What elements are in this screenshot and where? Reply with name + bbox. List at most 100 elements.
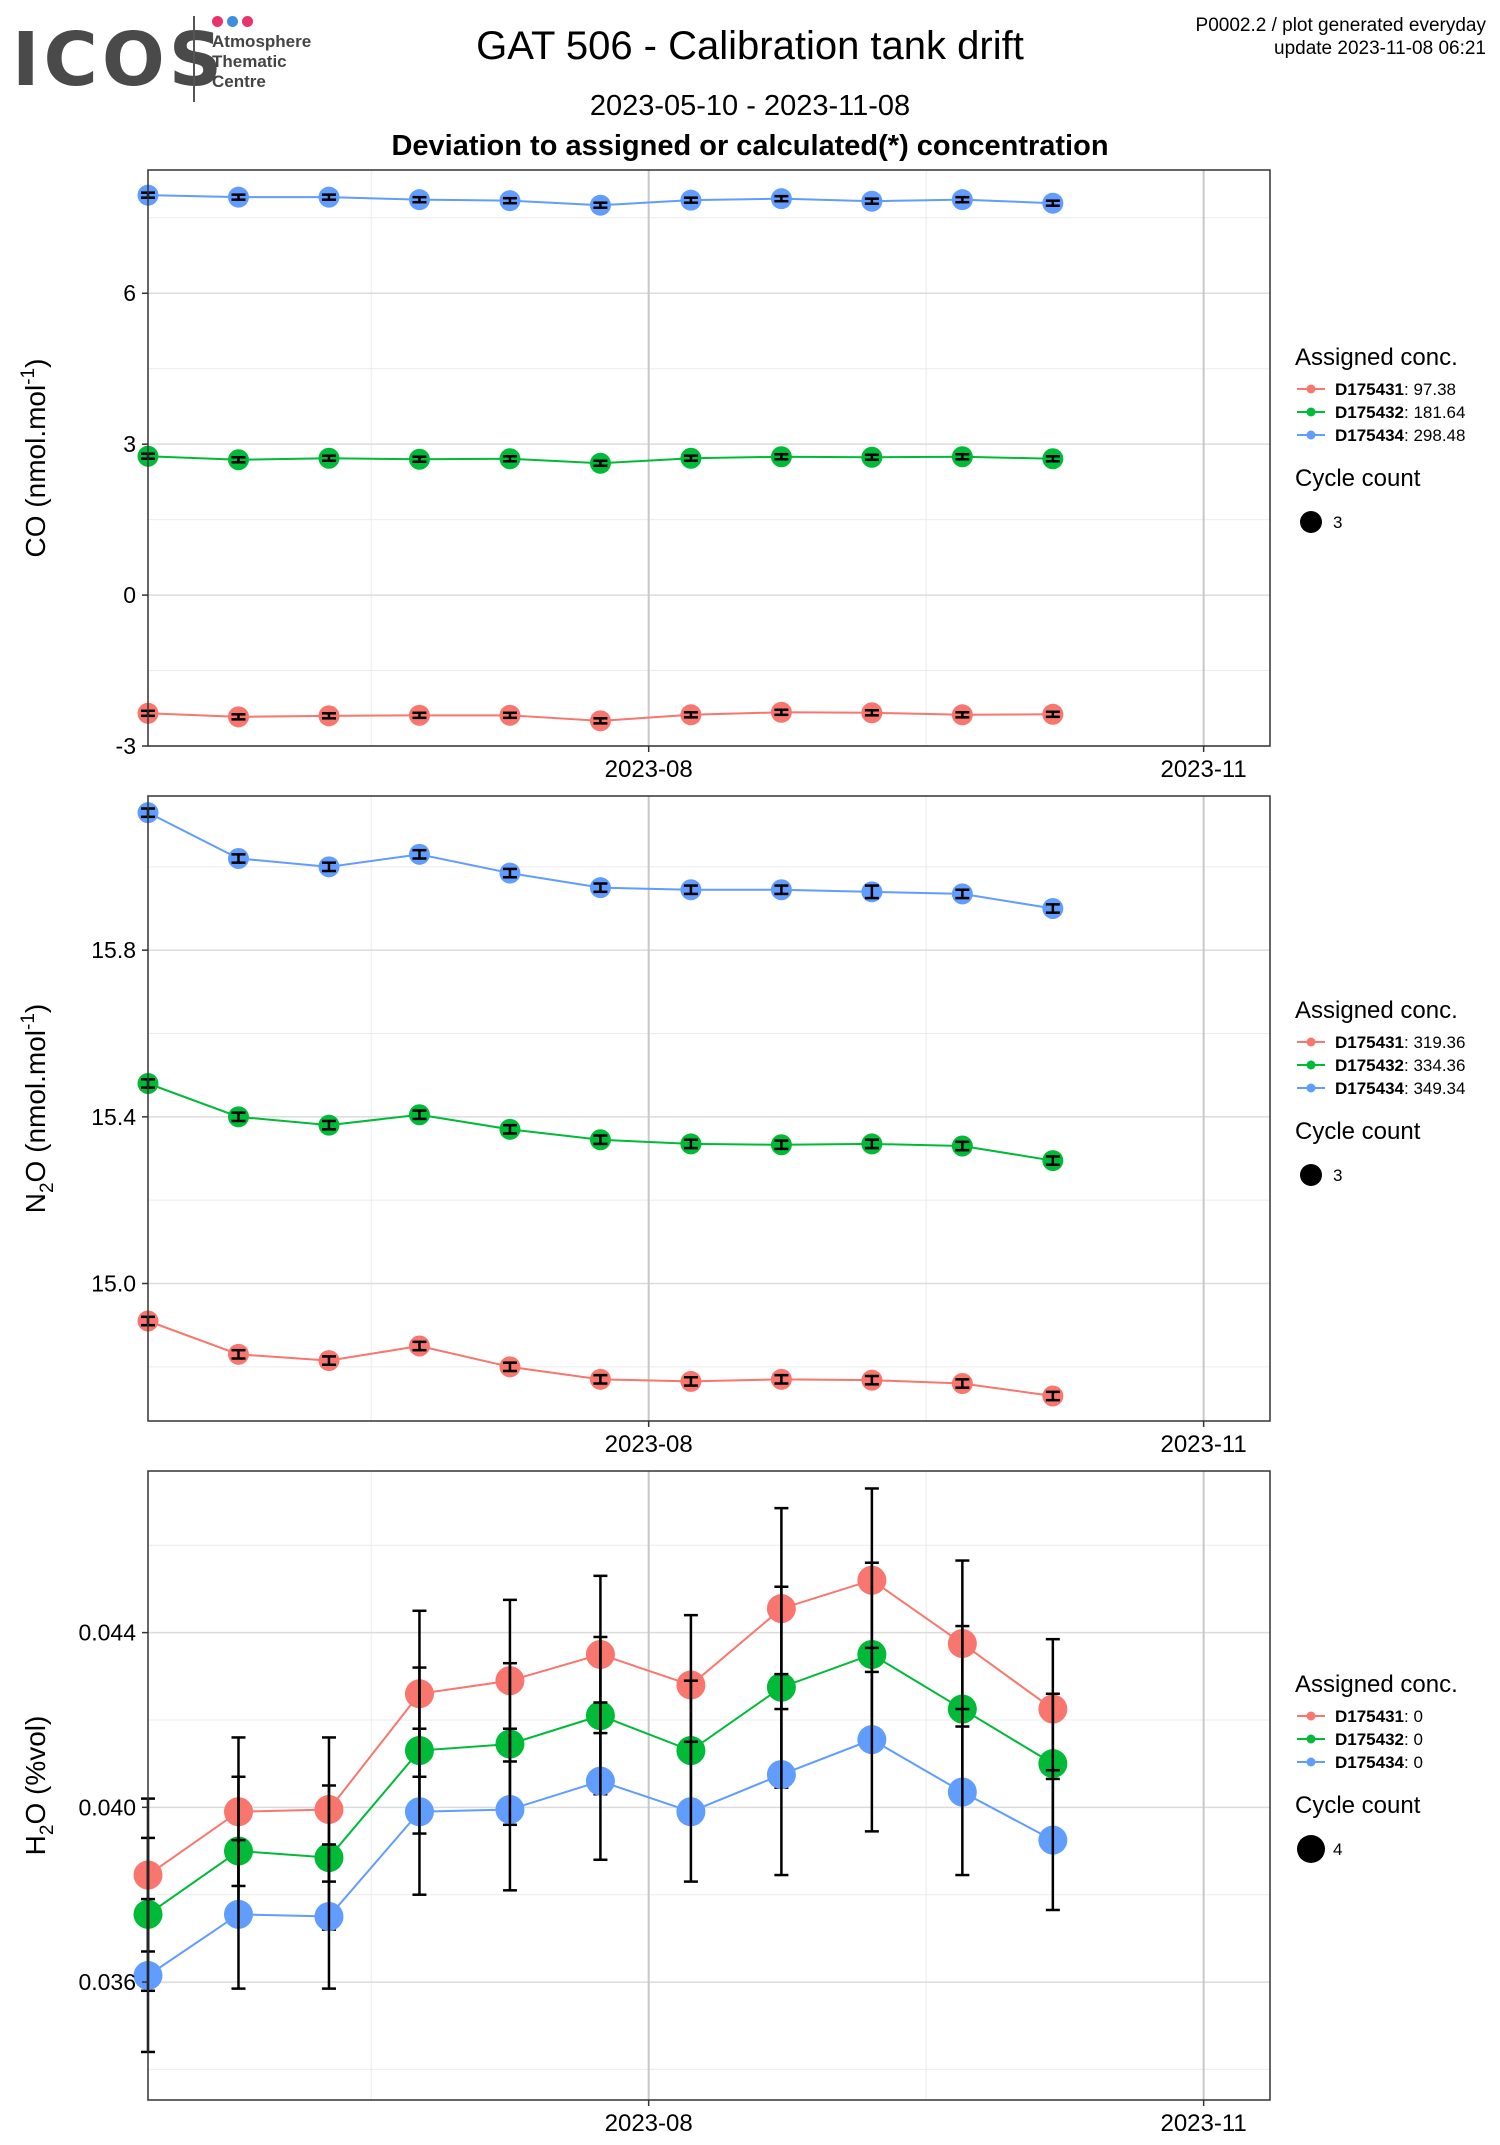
- y-axis-label-sup: -1: [18, 368, 39, 385]
- legend-entry-value: : 181.64: [1404, 403, 1465, 422]
- x-tick-label: 2023-11: [1160, 756, 1246, 783]
- chart-panel-2: 15.0 15.4 15.8 2023-08 2023-11 N2O (nmol.mol-…: [18, 795, 1465, 1458]
- logo-subtitle: Atmosphere Thematic Centre: [212, 32, 311, 92]
- y-axis-label: CO (nmol.mol-1): [18, 359, 51, 558]
- page-title: GAT 506 - Calibration tank drift: [476, 24, 1024, 68]
- logo-line: Centre: [212, 72, 266, 91]
- y-tick-label: 0.044: [78, 1620, 136, 1646]
- legend-key-dot: [1306, 384, 1316, 394]
- legend-entry-value: : 97.38: [1404, 380, 1456, 399]
- plot-info: P0002.2 / plot generated everyday update…: [1196, 14, 1486, 60]
- logo-line: Atmosphere: [212, 32, 312, 51]
- y-axis-label-sup: -1: [18, 1013, 39, 1030]
- size-legend-title: Cycle count: [1295, 1792, 1421, 1819]
- logo-line: Thematic: [212, 52, 287, 71]
- y-axis-label-text: O (%vol): [20, 1716, 51, 1825]
- legend-entry-value: : 349.34: [1404, 1079, 1465, 1098]
- legend-key-dot: [1306, 1757, 1316, 1767]
- legend-entry-value: : 0: [1404, 1707, 1423, 1726]
- legend-entry-name: D175431: [1335, 380, 1404, 399]
- y-axis-label: N2O (nmol.mol-1): [18, 1004, 58, 1214]
- logo-divider: [193, 16, 195, 102]
- legend-entry-value: : 334.36: [1404, 1056, 1465, 1075]
- chart-panel-1: -3 0 3 6 2023-08 2023-11 CO (nmol.mol-1) Assign…: [18, 169, 1465, 783]
- y-tick-label: 0.040: [78, 1794, 136, 1820]
- y-axis-label-sub: 2: [37, 1182, 58, 1193]
- legend-title: Assigned conc.: [1295, 1671, 1458, 1698]
- y-tick-label: 15.8: [91, 937, 136, 963]
- legend-key-dot: [1306, 1734, 1316, 1744]
- legend-entry-name: D175434: [1335, 1079, 1405, 1098]
- icos-logo-wordmark: ICOS: [12, 17, 227, 103]
- y-tick-label: 6: [123, 280, 136, 306]
- legend-entry: D175431: 0: [1335, 1707, 1423, 1726]
- chart-panel-3: 0.036 0.040 0.044 2023-08 2023-11 H2O (%vol) A…: [20, 1470, 1458, 2137]
- y-tick-label: 0: [123, 582, 136, 608]
- legend-entry-value: : 0: [1404, 1753, 1423, 1772]
- panel-border: [147, 169, 1271, 747]
- legend-title: Assigned conc.: [1295, 997, 1458, 1024]
- panel-border: [147, 795, 1271, 1422]
- size-legend-value: 4: [1333, 1840, 1342, 1859]
- legend-entry-value: : 319.36: [1404, 1033, 1465, 1052]
- plot-info-line1: P0002.2 / plot generated everyday: [1195, 15, 1486, 36]
- legend-entry: D175434: 0: [1335, 1753, 1423, 1772]
- legend-entry-name: D175431: [1335, 1707, 1404, 1726]
- x-tick-label: 2023-08: [605, 1431, 693, 1458]
- legend-entry-name: D175434: [1335, 1753, 1405, 1772]
- series-D175434: [137, 802, 1064, 919]
- legend-key-dot: [1306, 1711, 1316, 1721]
- series-D175431: [137, 701, 1064, 732]
- y-axis-label: H2O (%vol): [20, 1716, 58, 1856]
- legend-entry-value: : 298.48: [1404, 426, 1465, 445]
- size-legend-dot: [1297, 1835, 1325, 1863]
- size-legend-title: Cycle count: [1295, 1118, 1421, 1145]
- legend-entry: D175431: 97.38: [1335, 380, 1456, 399]
- series-D175431: [137, 1310, 1064, 1407]
- size-legend-title: Cycle count: [1295, 465, 1421, 492]
- y-tick-label: 0.036: [78, 1969, 136, 1995]
- y-axis-label-text: H: [20, 1835, 51, 1855]
- legend-entry-name: D175432: [1335, 1730, 1404, 1749]
- x-tick-label: 2023-11: [1160, 2110, 1246, 2137]
- legend-entry: D175434: 298.48: [1335, 426, 1465, 445]
- y-axis-label-sub: 2: [37, 1825, 58, 1836]
- y-tick-label: 3: [123, 431, 136, 457]
- legend-key-dot: [1306, 1083, 1316, 1093]
- legend-title: Assigned conc.: [1295, 344, 1458, 371]
- y-axis-label-text: ): [20, 1004, 51, 1013]
- chart-subtitle: Deviation to assigned or calculated(*) c…: [391, 130, 1109, 162]
- series-D175434: [133, 1646, 1068, 2054]
- y-tick-label: -3: [116, 733, 136, 759]
- y-axis-label-text: ): [20, 359, 51, 368]
- legend-key-dot: [1306, 1037, 1316, 1047]
- logo-dot-icon: [242, 16, 253, 27]
- y-axis-label-text: O (nmol.mol: [20, 1030, 51, 1182]
- size-legend-dot: [1300, 511, 1322, 533]
- logo-dot-icon: [227, 16, 238, 27]
- legend-key-dot: [1306, 1060, 1316, 1070]
- y-axis-label-text: N: [20, 1193, 51, 1213]
- date-range: 2023-05-10 - 2023-11-08: [589, 90, 911, 122]
- y-tick-label: 15.0: [91, 1271, 136, 1297]
- legend-entry-name: D175431: [1335, 1033, 1404, 1052]
- legend-entry: D175431: 319.36: [1335, 1033, 1465, 1052]
- size-legend-dot: [1300, 1164, 1322, 1186]
- x-tick-label: 2023-08: [605, 756, 693, 783]
- x-tick-label: 2023-11: [1160, 1431, 1246, 1458]
- series-D175432: [137, 445, 1064, 474]
- y-tick-label: 15.4: [91, 1104, 136, 1130]
- logo-dot-icon: [212, 16, 223, 27]
- panel-border: [147, 1470, 1271, 2101]
- legend-entry: D175432: 334.36: [1335, 1056, 1465, 1075]
- plot-info-line2: update 2023-11-08 06:21: [1274, 38, 1486, 59]
- legend-entry-name: D175434: [1335, 426, 1405, 445]
- legend-entry: D175432: 181.64: [1335, 403, 1465, 422]
- size-legend-value: 3: [1333, 513, 1342, 532]
- legend-entry: D175432: 0: [1335, 1730, 1423, 1749]
- size-legend-value: 3: [1333, 1166, 1342, 1185]
- legend-key-dot: [1306, 430, 1316, 440]
- legend-entry-value: : 0: [1404, 1730, 1423, 1749]
- x-tick-label: 2023-08: [605, 2110, 693, 2137]
